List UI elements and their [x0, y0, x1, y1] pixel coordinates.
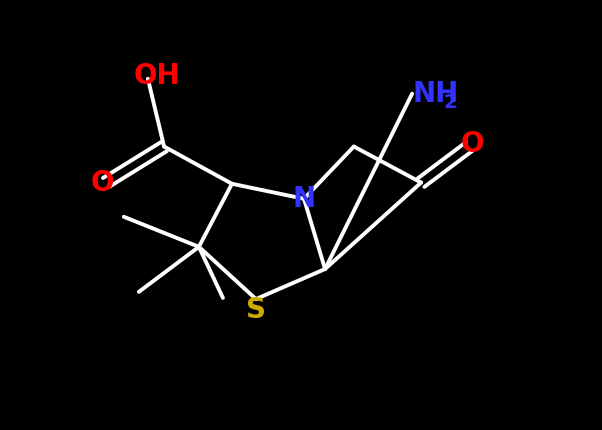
Text: S: S — [246, 296, 266, 324]
Text: OH: OH — [134, 61, 180, 90]
Text: O: O — [461, 129, 484, 157]
Text: N: N — [293, 185, 315, 213]
Text: 2: 2 — [443, 93, 457, 112]
Text: NH: NH — [412, 80, 458, 108]
Text: O: O — [91, 169, 114, 197]
